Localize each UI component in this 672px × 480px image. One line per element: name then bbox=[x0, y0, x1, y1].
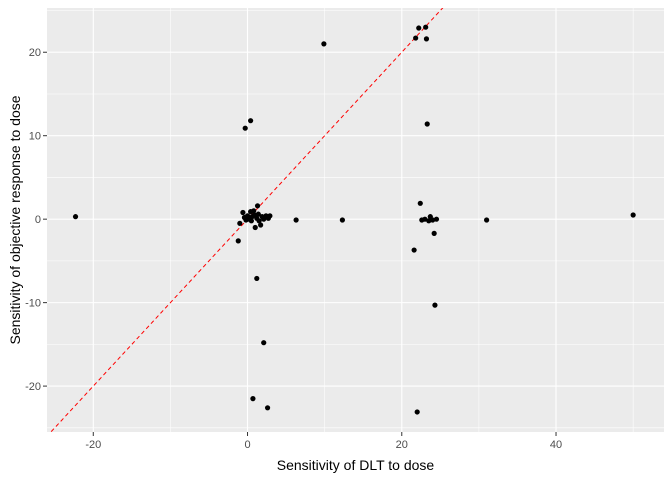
data-point bbox=[254, 203, 261, 209]
data-point bbox=[254, 275, 260, 282]
x-axis-ticks: -20 0 20 40 bbox=[85, 432, 562, 451]
data-point bbox=[416, 25, 422, 31]
data-point bbox=[417, 200, 423, 206]
y-tick-label: 0 bbox=[35, 214, 41, 226]
data-point bbox=[248, 218, 254, 224]
major-gridlines bbox=[47, 8, 664, 432]
data-point bbox=[240, 209, 246, 216]
y-axis-title: Sensitivity of objective response to dos… bbox=[7, 95, 23, 344]
reference-line bbox=[50, 8, 444, 432]
data-point bbox=[630, 212, 636, 218]
data-point bbox=[258, 222, 264, 228]
x-axis-title: Sensitivity of DLT to dose bbox=[277, 457, 435, 473]
data-point bbox=[255, 211, 261, 217]
data-point bbox=[431, 230, 437, 236]
data-point bbox=[251, 208, 257, 214]
y-tick-label: -10 bbox=[25, 298, 41, 310]
data-point bbox=[264, 405, 271, 411]
data-point bbox=[484, 217, 490, 223]
data-point bbox=[414, 409, 420, 415]
data-point bbox=[242, 125, 248, 131]
plot-panel bbox=[47, 8, 664, 432]
data-point bbox=[237, 220, 243, 226]
data-point bbox=[250, 396, 256, 402]
minor-gridlines bbox=[47, 8, 664, 432]
data-point bbox=[252, 224, 258, 231]
data-point bbox=[321, 41, 327, 47]
y-tick-label: -20 bbox=[25, 381, 41, 393]
data-points bbox=[72, 24, 636, 415]
data-point bbox=[261, 340, 267, 346]
x-tick-label: 40 bbox=[550, 439, 562, 451]
data-point bbox=[413, 35, 419, 41]
data-point bbox=[423, 24, 429, 30]
data-point bbox=[423, 36, 430, 42]
data-point bbox=[432, 302, 438, 308]
y-tick-label: 20 bbox=[29, 47, 41, 59]
data-point bbox=[339, 217, 345, 223]
data-point bbox=[235, 238, 241, 244]
x-tick-label: 0 bbox=[244, 439, 250, 451]
data-point bbox=[424, 121, 430, 127]
data-point bbox=[411, 247, 417, 253]
y-axis-ticks: -20 -10 0 10 20 bbox=[25, 47, 47, 393]
x-tick-label: 20 bbox=[396, 439, 408, 451]
data-point bbox=[72, 214, 79, 220]
data-point bbox=[248, 118, 254, 124]
data-point bbox=[433, 216, 440, 222]
data-point bbox=[293, 217, 299, 223]
y-tick-label: 10 bbox=[29, 131, 41, 143]
x-tick-label: -20 bbox=[85, 439, 101, 451]
data-point bbox=[267, 213, 273, 219]
data-point bbox=[256, 218, 262, 224]
